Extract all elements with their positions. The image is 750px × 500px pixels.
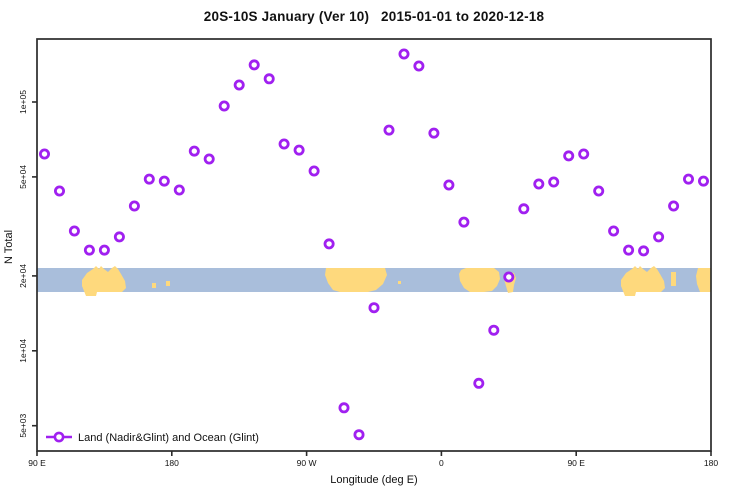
x-tick-label: 90 W xyxy=(297,458,317,468)
y-tick-label: 1e+05 xyxy=(18,90,28,114)
data-point xyxy=(83,244,95,256)
legend: Land (Nadir&Glint) and Ocean (Glint) xyxy=(46,431,259,444)
data-points xyxy=(39,48,710,441)
data-point xyxy=(128,200,140,212)
data-point xyxy=(653,231,665,243)
land-island-speck-5 xyxy=(671,272,676,286)
data-point xyxy=(323,238,335,250)
data-point xyxy=(113,231,125,243)
data-point xyxy=(383,124,395,136)
land-africa xyxy=(459,268,500,292)
data-point xyxy=(593,185,605,197)
data-point xyxy=(248,59,260,71)
land-island-speck-1 xyxy=(152,283,156,288)
x-tick-label: 0 xyxy=(439,458,444,468)
axis-ticks: 90 E 180 90 W 0 90 E 180 5e+03 1e+04 2e+04 5e+04 1… xyxy=(18,90,718,468)
data-point xyxy=(338,402,350,414)
map-strip xyxy=(37,266,711,296)
x-tick-label: 180 xyxy=(165,458,179,468)
plot-box xyxy=(36,38,712,452)
data-point xyxy=(188,145,200,157)
data-point xyxy=(54,185,66,197)
data-point xyxy=(578,148,590,160)
data-point xyxy=(473,377,485,389)
legend-marker-icon xyxy=(53,431,65,443)
land-island-speck-2 xyxy=(166,281,170,286)
data-point xyxy=(353,429,365,441)
data-point xyxy=(488,324,500,336)
data-point xyxy=(608,225,620,237)
data-point xyxy=(623,244,635,256)
data-point xyxy=(458,216,470,228)
y-tick-label: 5e+04 xyxy=(18,165,28,189)
data-point xyxy=(293,144,305,156)
land-speck-4 xyxy=(398,281,401,284)
data-point xyxy=(39,148,51,160)
data-point xyxy=(563,150,575,162)
land-speck-3 xyxy=(343,275,346,278)
data-point xyxy=(233,79,245,91)
data-point xyxy=(443,179,455,191)
data-point xyxy=(173,184,185,196)
data-point xyxy=(398,48,410,60)
data-point xyxy=(218,100,230,112)
x-axis-title: Longitude (deg E) xyxy=(330,474,417,486)
chart-title: 20S-10S January (Ver 10) 2015-01-01 to 2… xyxy=(203,9,545,24)
y-tick-label: 5e+03 xyxy=(18,413,28,437)
plot-frame xyxy=(36,38,712,452)
data-point xyxy=(203,153,215,165)
data-point xyxy=(548,176,560,188)
data-point xyxy=(143,173,155,185)
data-point xyxy=(158,175,170,187)
y-tick-label: 1e+04 xyxy=(18,339,28,363)
data-point xyxy=(683,173,695,185)
data-point xyxy=(428,127,440,139)
data-point xyxy=(368,302,380,314)
land-island-speck-6 xyxy=(696,268,711,292)
x-tick-label: 90 E xyxy=(28,458,46,468)
data-point xyxy=(308,165,320,177)
y-axis-title: N Total xyxy=(3,230,15,264)
land-australia xyxy=(82,266,126,296)
data-point xyxy=(518,203,530,215)
legend-label: Land (Nadir&Glint) and Ocean (Glint) xyxy=(78,432,259,444)
data-point xyxy=(503,271,515,283)
data-point xyxy=(413,60,425,72)
data-point xyxy=(698,175,710,187)
data-point xyxy=(638,245,650,257)
data-point xyxy=(668,200,680,212)
data-point xyxy=(68,225,80,237)
y-tick-label: 2e+04 xyxy=(18,264,28,288)
x-tick-label: 90 E xyxy=(567,458,585,468)
data-point xyxy=(263,73,275,85)
x-tick-label: 180 xyxy=(704,458,718,468)
land-australia-repeat xyxy=(621,266,665,296)
land-south-america xyxy=(325,268,387,292)
data-point xyxy=(278,138,290,150)
data-point xyxy=(98,244,110,256)
data-point xyxy=(533,178,545,190)
